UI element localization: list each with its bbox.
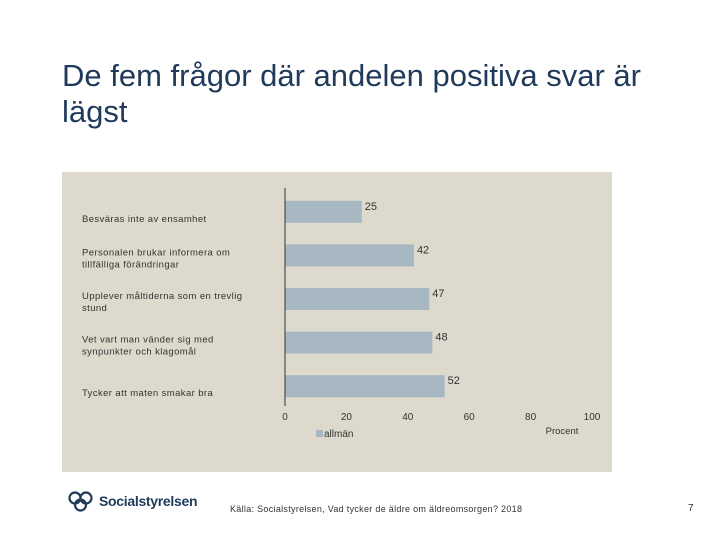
category-label-2-line-1: Personalen brukar informera om — [82, 247, 230, 258]
bar-value-label-5: 52 — [448, 375, 460, 387]
x-tick-label-60: 60 — [464, 412, 476, 423]
bar-2 — [285, 244, 414, 267]
category-label-2-line-2: tillfälliga förändringar — [82, 259, 179, 270]
bar-5 — [285, 375, 445, 398]
x-axis-label: Procent — [546, 426, 579, 437]
bar-chart: 25 Besväras inte av ensamhet 42 Personalen … — [82, 188, 601, 440]
legend-swatch — [316, 430, 323, 437]
category-label-3-line-1: Upplever måltiderna som en trevlig — [82, 291, 242, 302]
page-title: De fem frågor där andelen positiva svar … — [62, 58, 641, 129]
x-tick-label-0: 0 — [282, 412, 288, 423]
category-label-3-line-2: stund — [82, 303, 107, 314]
bar-value-label-1: 25 — [365, 201, 377, 213]
bar-4 — [285, 331, 433, 354]
chart-panel: 25 Besväras inte av ensamhet 42 Personalen … — [62, 172, 612, 472]
x-tick-label-100: 100 — [584, 412, 601, 423]
socialstyrelsen-logo: Socialstyrelsen — [66, 488, 198, 514]
category-label-5: Tycker att maten smakar bra — [82, 388, 213, 399]
legend-label: allmän — [324, 429, 353, 440]
x-tick-label-20: 20 — [341, 412, 353, 423]
category-label-4-line-2: synpunkter och klagomål — [82, 347, 196, 358]
x-tick-label-80: 80 — [525, 412, 537, 423]
logo-mark-icon — [68, 491, 93, 512]
category-label-4-line-1: Vet vart man vänder sig med — [82, 335, 214, 346]
bar-value-label-2: 42 — [417, 244, 429, 256]
page-number: 7 — [688, 503, 694, 514]
category-label-1: Besväras inte av ensamhet — [82, 214, 207, 225]
x-tick-label-40: 40 — [402, 412, 414, 423]
bar-3 — [285, 288, 430, 310]
bar-value-label-3: 47 — [432, 288, 444, 300]
bar-1 — [285, 200, 362, 223]
logo-text: Socialstyrelsen — [99, 493, 198, 509]
source-note: Källa: Socialstyrelsen, Vad tycker de äl… — [230, 504, 523, 514]
bar-value-label-4: 48 — [435, 332, 447, 344]
